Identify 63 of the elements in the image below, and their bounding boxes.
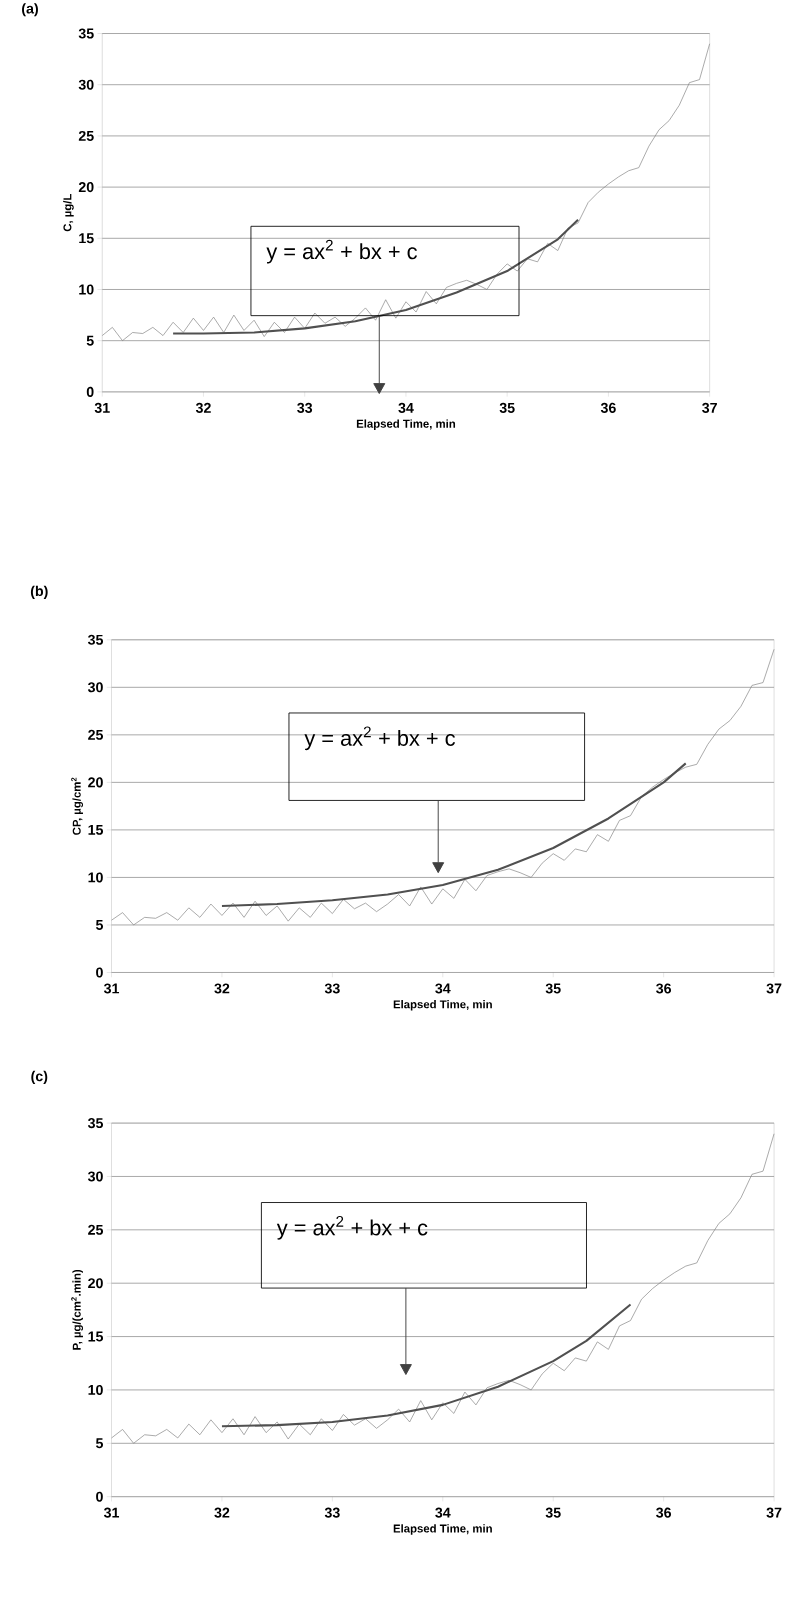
line-series: [111, 648, 775, 926]
y-tick-label: 15: [79, 233, 94, 244]
y-tick-label: 5: [95, 1438, 103, 1449]
x-tick-label: 36: [600, 402, 616, 413]
x-tick-label: 34: [435, 1507, 451, 1518]
x-tick-label: 35: [545, 983, 561, 994]
x-axis-title: Elapsed Time, min: [393, 1000, 492, 1011]
x-tick-label: 31: [103, 983, 119, 994]
annotation: y = ax$^{2}$ + bx + c: [304, 726, 455, 751]
x-tick-label: 31: [103, 1507, 119, 1518]
y-tick-label: 25: [88, 729, 103, 740]
line-series: [220, 762, 687, 907]
line-series: [172, 218, 580, 335]
x-tick-label: 33: [324, 983, 340, 994]
y-tick-label: 15: [88, 824, 103, 835]
y-tick-label: 0: [96, 1491, 103, 1502]
x-tick-label: 32: [214, 1507, 230, 1518]
y-tick-label: 20: [78, 182, 94, 193]
chart-title: (a): [21, 3, 38, 17]
x-tick-label: 34: [435, 983, 451, 994]
y-tick-label: 0: [96, 967, 103, 978]
x-tick-label: 33: [324, 1507, 340, 1518]
y-axis-title: P, µg/(cm$^{2}$.min): [71, 1269, 83, 1350]
x-tick-label: 37: [766, 1507, 782, 1518]
y-tick-label: 20: [88, 777, 103, 788]
y-tick-label: 15: [88, 1331, 103, 1342]
y-tick-label: 10: [88, 1384, 103, 1395]
y-tick-label: 0: [86, 386, 94, 397]
annotation: y = ax$^{2}$ + bx + c: [266, 239, 417, 264]
x-tick-label: 32: [195, 402, 211, 413]
x-tick-label: 34: [398, 402, 414, 413]
x-tick-label: 32: [214, 983, 230, 994]
x-tick-label: 36: [656, 1507, 671, 1518]
y-tick-label: 20: [88, 1278, 103, 1289]
y-tick-label: 35: [87, 1118, 103, 1129]
x-tick-label: 37: [702, 402, 717, 413]
x-tick-label: 33: [297, 402, 313, 413]
y-tick-label: 30: [87, 682, 103, 693]
x-tick-label: 35: [545, 1507, 561, 1518]
y-tick-label: 10: [88, 872, 103, 883]
y-tick-label: 5: [86, 335, 94, 346]
y-tick-label: 10: [79, 284, 94, 295]
annotation: y = ax$^{2}$ + bx + c: [276, 1216, 428, 1240]
x-axis-title: Elapsed Time, min: [393, 1524, 492, 1535]
x-tick-label: 37: [766, 983, 782, 994]
line-series: [220, 1303, 632, 1428]
chart-title: (b): [30, 585, 48, 599]
y-tick-label: 35: [78, 28, 94, 39]
chart-title: (c): [31, 1070, 48, 1085]
x-tick-label: 31: [94, 402, 110, 413]
y-tick-label: 30: [78, 79, 94, 90]
y-tick-label: 5: [95, 920, 103, 930]
y-tick-label: 35: [87, 634, 103, 645]
y-axis-title: CP, µg/cm$^{2}$: [71, 777, 83, 835]
x-tick-label: 36: [656, 983, 671, 994]
x-tick-label: 35: [499, 402, 515, 413]
y-tick-label: 25: [78, 130, 94, 141]
line-series: [101, 43, 710, 342]
line-series: [111, 1133, 775, 1444]
y-axis-title: C, µg/L: [63, 194, 74, 232]
x-axis-title: Elapsed Time, min: [356, 419, 455, 431]
y-tick-label: 25: [88, 1224, 103, 1235]
y-tick-label: 30: [87, 1171, 103, 1182]
